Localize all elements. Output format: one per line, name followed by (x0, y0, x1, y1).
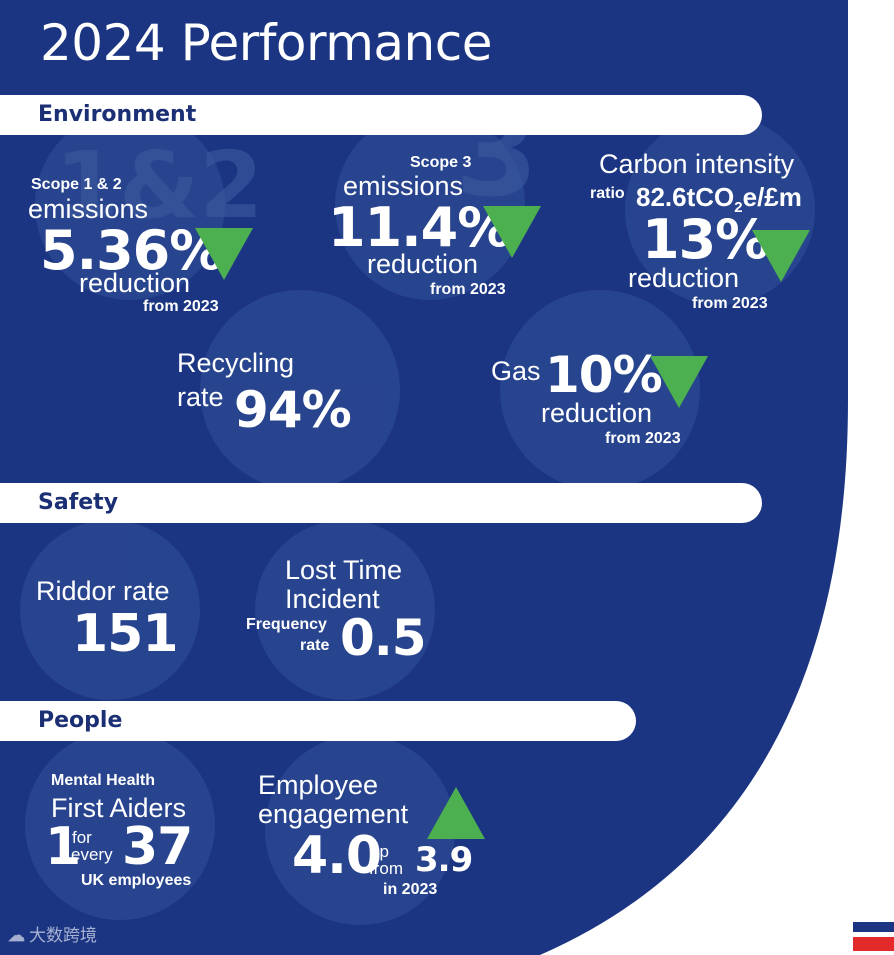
engagement-up-arrow-icon (427, 787, 485, 839)
mhfa-for: for (72, 828, 92, 847)
scope3-value: 11.4% (328, 196, 511, 259)
carbon-down-arrow-icon (752, 230, 810, 282)
carbon-ratio-label: ratio (590, 185, 625, 202)
scope12-value: 5.36% (40, 219, 223, 282)
carbon-label: Carbon intensity (599, 149, 795, 179)
carbon-note: reduction (628, 263, 740, 293)
carbon-ratio-unit: e/£m (742, 182, 802, 212)
page-title: 2024 Performance (40, 14, 493, 72)
scope12-label: Scope 1 & 2 (31, 176, 122, 193)
scope3-label: Scope 3 (410, 154, 472, 171)
carbon-ratio: 82.6tCO2e/£m (636, 184, 802, 215)
riddor-label: Riddor rate (36, 576, 170, 606)
engagement-prev: 3.9 (415, 840, 473, 880)
gas-note: reduction (541, 398, 653, 428)
scope3-sub: emissions (343, 171, 464, 201)
section-bar-people: People (0, 701, 636, 741)
scope12-note: reduction (79, 268, 191, 298)
engagement-label-2: engagement (258, 799, 409, 829)
gas-from: from 2023 (605, 430, 681, 447)
engagement-value: 4.0 (292, 826, 382, 886)
lti-rate-label: rate (300, 637, 330, 654)
watermark: ☁ 大数跨境 (8, 927, 97, 944)
scope12-from: from 2023 (143, 298, 219, 315)
scope12-down-arrow-icon (195, 228, 253, 280)
legend-navy-bar (853, 922, 894, 932)
mhfa-label-2: First Aiders (51, 793, 187, 823)
engagement-year: in 2023 (383, 881, 438, 898)
carbon-from: from 2023 (692, 295, 768, 312)
section-bar-environment: Environment (0, 95, 762, 135)
mhfa-every: every (71, 845, 113, 864)
mhfa-num-2: 37 (122, 817, 193, 877)
carbon-ratio-value: 82.6tCO (636, 182, 735, 212)
scope3-note: reduction (367, 249, 479, 279)
recycling-label-1: Recycling (177, 348, 295, 378)
engagement-up: up (370, 842, 389, 861)
section-title-people: People (38, 708, 123, 733)
scope12-sub: emissions (28, 194, 149, 224)
recycling-label-2: rate (177, 382, 224, 412)
mhfa-note: UK employees (81, 872, 192, 889)
engagement-label-1: Employee (258, 770, 379, 800)
legend-red-bar (853, 937, 894, 951)
watermark-logo-icon: ☁ (8, 926, 25, 945)
scope3-from: from 2023 (430, 281, 506, 298)
riddor-value: 151 (72, 604, 179, 664)
mhfa-label-1: Mental Health (51, 772, 156, 789)
gas-value: 10% (545, 346, 663, 404)
badge-scope-1-2: 1&2 (55, 132, 264, 239)
lti-frequency-label: Frequency (246, 616, 327, 633)
gas-label: Gas (491, 356, 541, 386)
section-title-environment: Environment (38, 102, 197, 127)
lti-label-1: Lost Time (285, 555, 403, 585)
gas-down-arrow-icon (650, 356, 708, 408)
section-bar-safety: Safety (0, 483, 762, 523)
scope3-down-arrow-icon (483, 206, 541, 258)
carbon-ratio-sub: 2 (734, 199, 743, 217)
mhfa-num-1: 1 (45, 817, 81, 877)
lti-label-2: Incident (285, 584, 380, 614)
section-title-safety: Safety (38, 490, 119, 515)
lti-value: 0.5 (340, 609, 427, 667)
watermark-text: 大数跨境 (29, 926, 97, 945)
carbon-value: 13% (642, 208, 769, 271)
engagement-from: from (369, 859, 403, 878)
recycling-value: 94% (234, 381, 352, 439)
